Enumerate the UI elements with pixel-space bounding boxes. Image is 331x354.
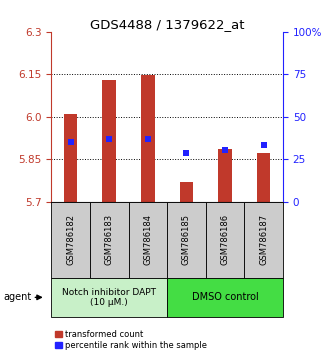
Text: GSM786187: GSM786187	[259, 214, 268, 266]
Bar	[64, 114, 77, 202]
Bar	[206, 202, 244, 278]
Title: GDS4488 / 1379622_at: GDS4488 / 1379622_at	[90, 18, 244, 31]
Bar	[90, 202, 128, 278]
Bar	[128, 202, 167, 278]
Legend: transformed count, percentile rank within the sample: transformed count, percentile rank withi…	[56, 330, 208, 350]
Bar	[141, 75, 155, 202]
Text: GSM786183: GSM786183	[105, 214, 114, 266]
Bar	[103, 80, 116, 202]
Bar	[180, 182, 193, 202]
Bar	[257, 153, 270, 202]
Bar	[244, 202, 283, 278]
Bar	[51, 202, 90, 278]
Text: agent: agent	[3, 292, 31, 302]
Text: DMSO control: DMSO control	[192, 292, 259, 302]
Text: GSM786184: GSM786184	[143, 214, 152, 266]
Bar	[167, 202, 206, 278]
Bar	[51, 278, 167, 317]
Bar	[218, 149, 232, 202]
Text: GSM786182: GSM786182	[66, 214, 75, 266]
Text: Notch inhibitor DAPT
(10 μM.): Notch inhibitor DAPT (10 μM.)	[62, 288, 156, 307]
Text: GSM786185: GSM786185	[182, 214, 191, 266]
Text: GSM786186: GSM786186	[220, 214, 230, 266]
Bar	[167, 278, 283, 317]
